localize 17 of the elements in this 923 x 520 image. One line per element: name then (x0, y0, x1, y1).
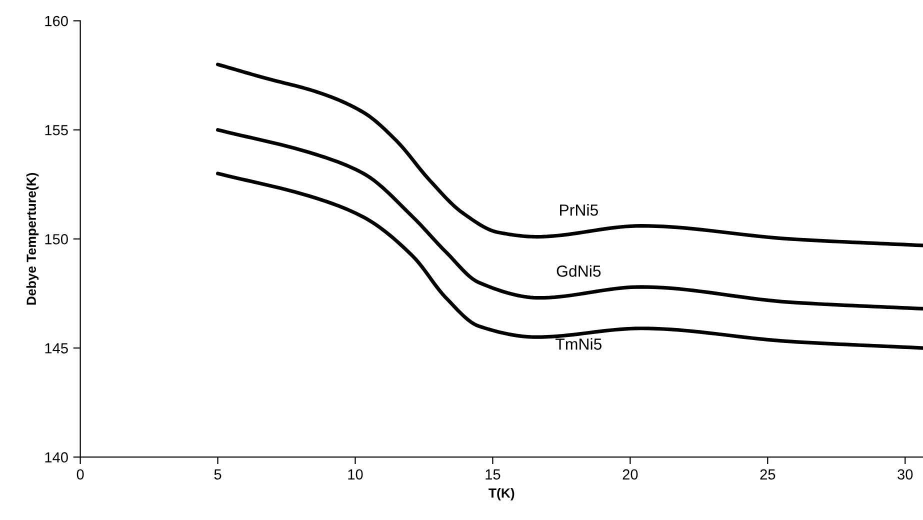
series-label: GdNi5 (556, 265, 601, 277)
x-tick-label: 10 (348, 469, 363, 480)
y-tick-label: 150 (45, 234, 68, 244)
x-tick-label: 30 (898, 469, 913, 480)
x-tick-label: 0 (76, 469, 84, 480)
y-axis-title: Debye Temperture(K) (26, 172, 39, 305)
x-tick-label: 15 (486, 469, 500, 480)
x-tick-label: 20 (622, 469, 638, 480)
x-tick-label: 5 (214, 469, 222, 480)
series-label: PrNi5 (560, 204, 598, 216)
y-tick-label: 145 (45, 343, 68, 354)
x-tick-label: 25 (760, 469, 776, 480)
y-tick-label: 155 (45, 125, 68, 136)
y-tick-label: 160 (45, 16, 68, 26)
series-label: TmNi5 (556, 338, 602, 350)
y-tick-label: 140 (45, 452, 68, 463)
x-axis-title: T(K) (488, 488, 514, 500)
